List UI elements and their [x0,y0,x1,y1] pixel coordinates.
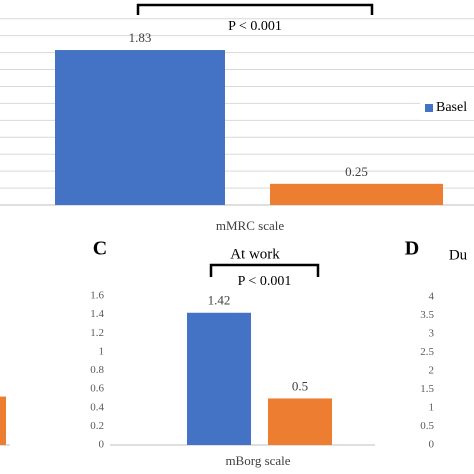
y-tick-label: 1.4 [90,308,104,320]
y-tick-label: 0.5 [420,420,434,432]
significance-bracket [209,263,320,277]
y-tick-label: 0.2 [90,420,104,432]
y-tick-label: 0.4 [90,401,104,413]
chart-title: Du [449,247,468,263]
y-tick-label: 0 [429,439,435,451]
y-tick-label: 0.8 [90,364,104,376]
y-tick-label: 1 [429,402,435,414]
significance-bracket [136,3,374,15]
x-category-label: mBorg scale [225,453,290,468]
data-label: 0.25 [345,164,368,179]
data-label: 1.83 [129,30,152,45]
panel-label: D [405,238,419,260]
bar [0,396,6,445]
y-tick-label: 0 [99,439,105,451]
bar [268,398,332,445]
legend-swatch [425,104,433,112]
y-tick-label: 3.5 [420,309,434,321]
y-tick-label: 1.5 [420,383,434,395]
bar [55,50,225,205]
panel-label: C [93,238,107,260]
bar [270,183,443,205]
chart-title: At work [230,246,280,262]
y-tick-label: 1 [99,345,105,357]
y-tick-label: 2.5 [420,346,434,358]
y-tick-label: 2 [429,365,435,377]
annotation: P < 0.001 [238,274,292,289]
y-tick-label: 1.6 [90,290,104,302]
y-tick-label: 0.6 [90,383,104,395]
y-tick-label: 4 [429,291,435,303]
y-tick-label: 3 [429,328,435,340]
annotation: P < 0.001 [228,19,282,34]
x-category-label: mMRC scale [216,218,284,233]
y-tick-label: 1.2 [90,327,104,339]
data-label: 0.5 [292,378,308,393]
data-label: 1.42 [208,293,231,308]
bar [187,312,251,445]
legend-label: Basel [436,100,467,115]
